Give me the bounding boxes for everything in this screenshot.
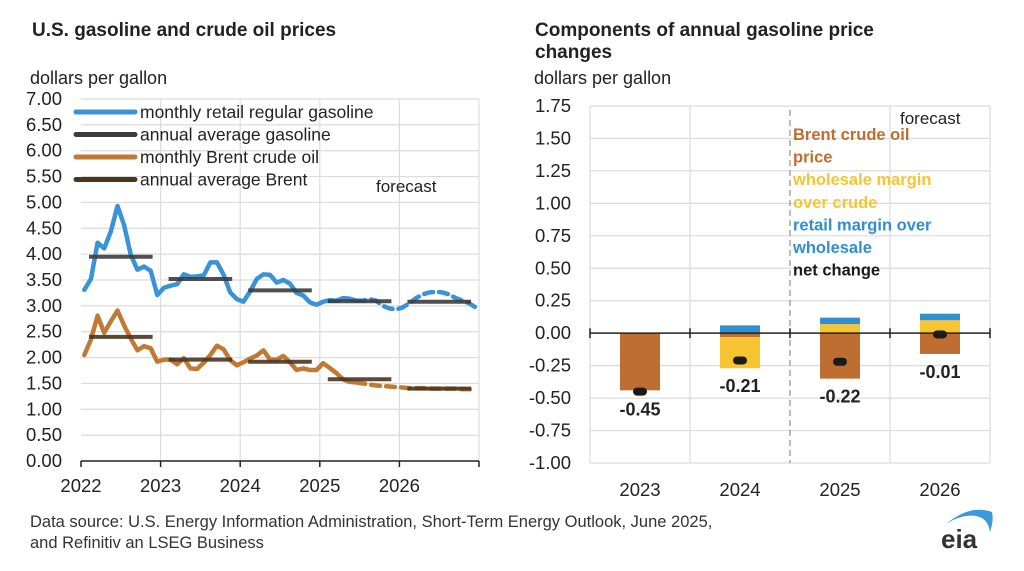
legend-wholesale-line1: wholesale margin (792, 171, 931, 189)
right-chart-axes: -1.00 -0.75 -0.50 -0.25 0.00 0.25 0.50 0.75 1.00… (529, 95, 991, 500)
left-x-tick-label: 2022 (60, 475, 101, 496)
left-chart-title: U.S. gasoline and crude oil prices (32, 20, 337, 41)
left-y-tick-label: 7.00 (26, 88, 62, 109)
bar-segment-brent-2026 (920, 333, 960, 354)
net-change-label-2023: -0.45 (619, 400, 660, 420)
eia-logo-text: eia (941, 524, 978, 552)
left-y-tick-label: 6.50 (26, 114, 62, 135)
right-chart-grid (589, 105, 991, 464)
right-y-tick-label: -0.50 (529, 387, 571, 408)
right-x-tick-label: 2025 (819, 479, 860, 500)
left-y-tick-label: 3.00 (26, 295, 62, 316)
left-x-tick-label: 2025 (299, 475, 340, 496)
right-y-tick-label: 1.75 (535, 95, 571, 116)
right-y-tick-label: 1.50 (535, 127, 571, 148)
legend-label-0: monthly retail regular gasoline (140, 102, 373, 122)
net-change-marker-2024 (733, 356, 747, 365)
eia-logo: eia (936, 502, 1000, 552)
right-y-tick-label: -0.75 (529, 420, 571, 441)
left-y-tick-label: 1.50 (26, 372, 62, 393)
bar-segment-retail-2025 (820, 317, 860, 325)
legend-retail-line2: wholesale (792, 239, 872, 257)
legend-label-2: monthly Brent crude oil (140, 147, 319, 167)
legend-wholesale-line2: over crude (793, 194, 877, 212)
left-y-tick-label: 0.00 (26, 450, 62, 471)
right-chart-legend: Brent crude oil price wholesale margin ove… (792, 126, 932, 280)
left-y-tick-label: 0.50 (26, 424, 62, 445)
right-y-tick-label: 0.00 (535, 322, 571, 343)
bar-segment-wholesale-2026 (920, 320, 960, 334)
data-source-line-1: Data source: U.S. Energy Information Adm… (30, 513, 713, 531)
left-forecast-label: forecast (376, 177, 437, 196)
data-source-note: Data source: U.S. Energy Information Adm… (30, 512, 712, 554)
left-y-tick-label: 2.00 (26, 347, 62, 368)
right-y-tick-label: 0.50 (535, 257, 571, 278)
right-chart-title: Components of annual gasoline price chan… (535, 20, 874, 63)
right-chart-ylabel: dollars per gallon (534, 68, 672, 88)
right-x-tick-label: 2026 (919, 479, 960, 500)
right-y-tick-label: 1.25 (535, 160, 571, 181)
eia-logo-swoosh-icon: eia (941, 509, 993, 552)
left-chart-grid (81, 98, 480, 461)
right-y-tick-label: -0.25 (529, 355, 571, 376)
data-source-line-2: and Refinitiv an LSEG Business (30, 534, 264, 552)
bar-segment-retail-2024 (720, 325, 760, 334)
left-y-tick-label: 4.50 (26, 217, 62, 238)
right-y-tick-label: 0.25 (535, 290, 571, 311)
left-y-tick-label: 2.50 (26, 321, 62, 342)
net-change-label-2025: -0.22 (819, 387, 860, 407)
left-y-tick-label: 3.50 (26, 269, 62, 290)
right-y-tick-label: 0.75 (535, 225, 571, 246)
right-forecast-label: forecast (900, 109, 961, 128)
bar-segment-brent-2025 (820, 333, 860, 379)
right-x-tick-label: 2024 (719, 479, 760, 500)
left-y-tick-label: 6.00 (26, 140, 62, 161)
net-change-label-2026: -0.01 (919, 362, 960, 382)
legend-label-1: annual average gasoline (140, 125, 331, 145)
left-x-tick-label: 2023 (140, 475, 181, 496)
bar-segment-retail-2026 (920, 313, 960, 321)
left-chart-axes: 0.00 0.50 1.00 1.50 2.00 2.50 3.00 3.50 4.00 4.50… (26, 88, 480, 496)
legend-net-change: net change (793, 262, 880, 280)
right-y-tick-label: -1.00 (529, 452, 571, 473)
net-change-label-2024: -0.21 (719, 376, 760, 396)
left-y-tick-label: 1.00 (26, 398, 62, 419)
left-x-tick-label: 2024 (220, 475, 261, 496)
bar-segment-brent-2023 (620, 333, 660, 391)
left-chart-series (82, 203, 478, 393)
left-y-tick-label: 5.00 (26, 191, 62, 212)
legend-label-3: annual average Brent (140, 170, 307, 190)
right-chart-bars: -0.45 -0.21 -0.22 -0.01 (619, 313, 961, 420)
bar-segment-wholesale-2025 (820, 324, 860, 334)
net-change-marker-2023 (633, 387, 647, 396)
left-y-tick-label: 4.00 (26, 243, 62, 264)
legend-brent-line1: Brent crude oil (793, 126, 909, 144)
left-chart-ylabel: dollars per gallon (30, 68, 168, 88)
left-y-tick-label: 5.50 (26, 166, 62, 187)
left-x-tick-label: 2026 (379, 475, 420, 496)
bar-segment-brent-2024 (720, 333, 760, 338)
net-change-marker-2025 (833, 357, 847, 366)
right-x-tick-label: 2023 (619, 479, 660, 500)
legend-retail-line1: retail margin over (793, 216, 932, 234)
left-chart-legend: monthly retail regular gasoline annual av… (73, 102, 373, 190)
series-line-gasoline-monthly (82, 203, 359, 308)
right-y-tick-label: 1.00 (535, 192, 571, 213)
legend-brent-line2: price (793, 149, 832, 167)
series-line-brent-monthly (82, 308, 359, 385)
net-change-marker-2026 (933, 330, 947, 339)
